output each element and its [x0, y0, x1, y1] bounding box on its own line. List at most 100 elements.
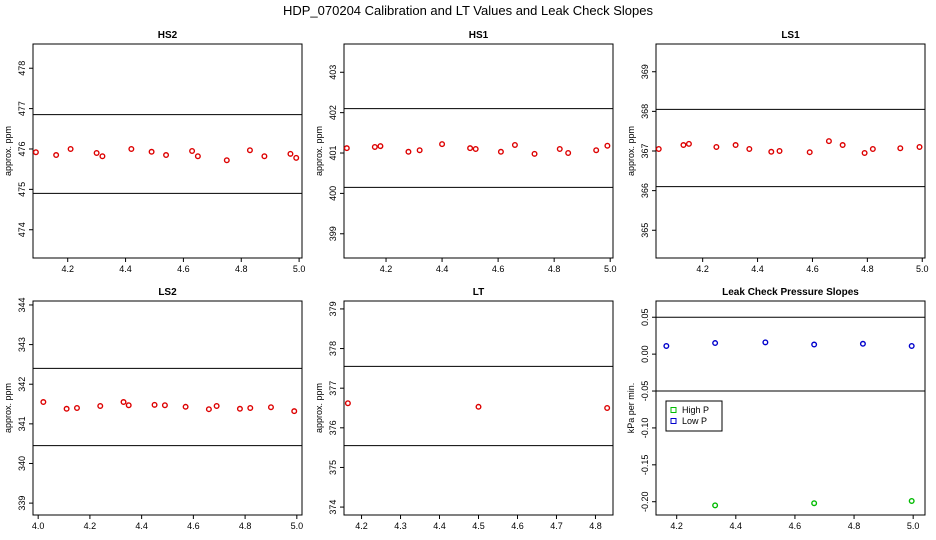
x-tick-label: 4.8: [848, 521, 861, 531]
data-point: [125, 402, 132, 409]
y-tick-label: 376: [328, 420, 338, 435]
data-point: [768, 148, 775, 155]
data-point: [475, 403, 482, 410]
data-point: [604, 142, 611, 149]
data-point: [416, 147, 423, 154]
x-tick-label: 4.2: [670, 521, 683, 531]
y-tick-label: 341: [17, 416, 27, 431]
x-tick-label: 4.0: [32, 521, 45, 531]
panel-1: HS2 4.2 4.4 4.6 4.8 5.0 474 475 476 477 478 approx.…: [3, 30, 305, 274]
data-point: [861, 149, 868, 156]
data-point: [213, 403, 220, 410]
y-tick-label: -0.10: [640, 418, 650, 439]
panel-title: LT: [473, 287, 484, 298]
panel-title: HS1: [469, 30, 489, 41]
y-tick-label: 344: [17, 297, 27, 312]
data-point: [194, 153, 201, 160]
data-point: [732, 142, 739, 149]
data-point: [439, 141, 446, 148]
y-tick-label: 342: [17, 377, 27, 392]
x-tick-label: 5.0: [291, 521, 304, 531]
y-tick-label: 399: [328, 226, 338, 241]
data-point: [148, 148, 155, 155]
x-tick-label: 5.0: [604, 264, 617, 274]
data-point: [663, 343, 670, 350]
data-point: [806, 149, 813, 156]
data-point: [746, 146, 753, 153]
data-point: [151, 401, 158, 408]
x-tick-label: 4.2: [355, 521, 368, 531]
y-tick-label: 365: [640, 223, 650, 238]
y-tick-label: 339: [17, 496, 27, 511]
data-point: [869, 146, 876, 153]
data-point: [713, 144, 720, 151]
plot-frame: [32, 43, 303, 259]
data-point: [712, 340, 719, 347]
panel-6: Leak Check Pressure Slopes 4.2 4.4 4.6 4.8 5.…: [626, 287, 926, 531]
data-point: [811, 341, 818, 348]
x-tick-label: 4.4: [119, 264, 132, 274]
y-tick-label: 367: [640, 143, 650, 158]
data-point: [344, 400, 351, 407]
x-tick-label: 5.0: [916, 264, 929, 274]
data-point: [236, 405, 243, 412]
x-tick-label: 4.4: [135, 521, 148, 531]
data-point: [267, 404, 274, 411]
panel-2: HS1 4.2 4.4 4.6 4.8 5.0 399 400 401 402 403 approx.…: [314, 30, 616, 274]
data-point: [287, 150, 294, 157]
data-point: [762, 339, 769, 346]
x-tick-label: 4.2: [380, 264, 393, 274]
plot-frame: [32, 300, 303, 516]
data-point: [291, 408, 298, 415]
x-tick-label: 4.4: [751, 264, 764, 274]
y-tick-label: -0.20: [640, 491, 650, 512]
data-point: [712, 502, 719, 509]
data-point: [908, 497, 915, 504]
y-axis-label: approx. ppm: [3, 383, 13, 433]
y-tick-label: 369: [640, 64, 650, 79]
data-point: [811, 500, 818, 507]
y-tick-label: 0.05: [640, 308, 650, 326]
x-tick-label: 5.0: [907, 521, 920, 531]
y-tick-label: 402: [328, 105, 338, 120]
x-tick-label: 4.4: [730, 521, 743, 531]
y-tick-label: 0.00: [640, 345, 650, 363]
data-point: [53, 152, 60, 159]
data-point: [161, 402, 168, 409]
data-point: [556, 145, 563, 152]
x-tick-label: 4.6: [511, 521, 524, 531]
data-point: [497, 148, 504, 155]
data-point: [97, 403, 104, 410]
y-tick-label: 379: [328, 301, 338, 316]
panel-4: LS2 4.0 4.2 4.4 4.6 4.8 5.0 339 340 341 342 343 344 a…: [3, 287, 303, 531]
data-point: [908, 343, 915, 350]
y-tick-label: 474: [17, 222, 27, 237]
x-tick-label: 4.6: [187, 521, 200, 531]
data-point: [604, 405, 611, 412]
y-axis-label: approx. ppm: [314, 126, 324, 176]
data-point: [405, 148, 412, 155]
data-point: [776, 147, 783, 154]
x-tick-label: 4.4: [433, 521, 446, 531]
data-point: [293, 154, 300, 161]
data-point: [472, 145, 479, 152]
y-tick-label: 403: [328, 65, 338, 80]
x-tick-label: 5.0: [293, 264, 306, 274]
x-tick-label: 4.5: [472, 521, 485, 531]
panel-title: LS2: [158, 287, 177, 298]
data-point: [531, 150, 538, 157]
data-point: [32, 149, 39, 156]
y-tick-label: 477: [17, 101, 27, 116]
panel-title: Leak Check Pressure Slopes: [722, 287, 859, 298]
legend-marker: [670, 407, 677, 413]
x-tick-label: 4.8: [239, 521, 252, 531]
y-tick-label: 478: [17, 61, 27, 76]
data-point: [680, 142, 687, 149]
plot-frame: [655, 43, 926, 259]
data-point: [897, 145, 904, 152]
x-tick-label: 4.6: [789, 521, 802, 531]
data-point: [99, 153, 106, 160]
legend-label: Low P: [682, 416, 707, 426]
x-tick-label: 4.6: [492, 264, 505, 274]
x-tick-label: 4.6: [806, 264, 819, 274]
